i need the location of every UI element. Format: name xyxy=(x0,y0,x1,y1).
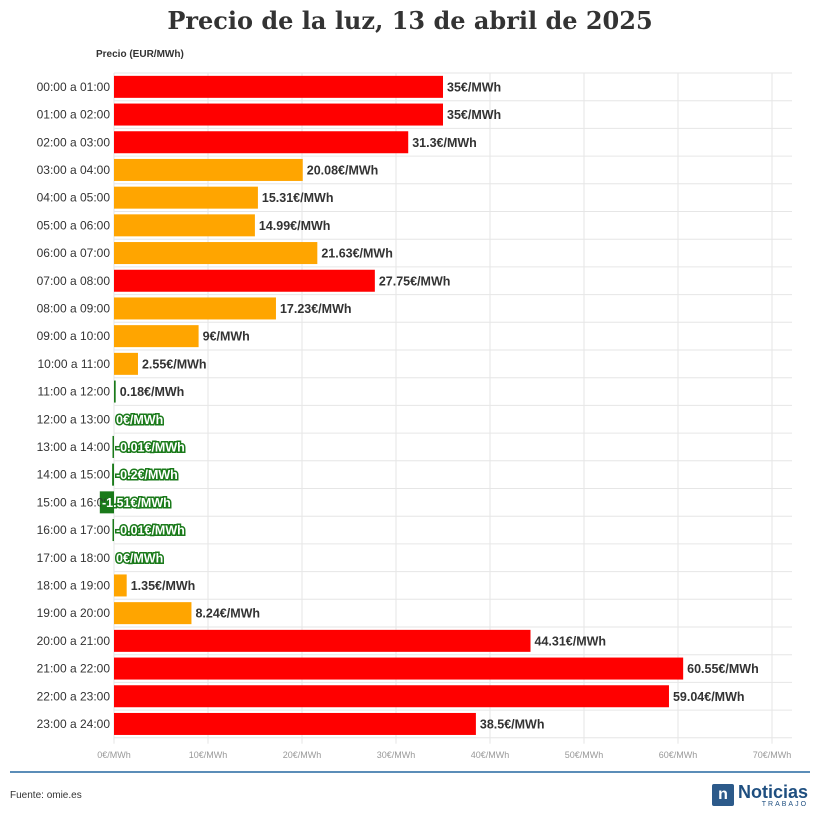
value-label: 17.23€/MWh xyxy=(280,302,352,316)
bar xyxy=(114,297,276,320)
bar xyxy=(114,103,443,126)
bar-chart: 00:00 a 01:00 01:00 a 02:00 02:00 a 03:00 0… xyxy=(37,72,792,760)
category-label: 09:00 a 10:00 xyxy=(37,329,111,343)
bar xyxy=(114,380,116,403)
x-tick-label: 30€/MWh xyxy=(377,750,416,760)
bar xyxy=(114,574,127,597)
category-label: 04:00 a 05:00 xyxy=(37,191,111,205)
category-label: 14:00 a 15:00 xyxy=(37,468,111,482)
category-label: 12:00 a 13:00 xyxy=(37,412,111,426)
bar xyxy=(114,269,375,292)
bar xyxy=(114,685,669,708)
logo-sub-text: TRABAJO xyxy=(761,800,809,808)
value-label: 20.08€/MWh xyxy=(307,163,379,177)
category-label: 23:00 a 24:00 xyxy=(37,717,111,731)
category-label: 20:00 a 21:00 xyxy=(37,634,111,648)
category-label: 08:00 a 09:00 xyxy=(37,301,111,315)
bar xyxy=(114,602,192,625)
category-label: 22:00 a 23:00 xyxy=(37,689,111,703)
bar xyxy=(114,214,255,237)
bar xyxy=(114,131,409,154)
bar xyxy=(114,712,476,735)
y-axis-title: Precio (EUR/MWh) xyxy=(96,49,184,60)
category-label: 18:00 a 19:00 xyxy=(37,578,111,592)
category-label: 13:00 a 14:00 xyxy=(37,440,111,454)
bar xyxy=(114,325,199,348)
value-label: 59.04€/MWh xyxy=(673,690,745,704)
x-tick-label: 20€/MWh xyxy=(283,750,322,760)
value-label: 2.55€/MWh xyxy=(142,357,207,371)
logo-mark-icon: n xyxy=(712,784,734,806)
bar xyxy=(114,75,443,98)
value-label: 27.75€/MWh xyxy=(379,274,451,288)
category-label: 02:00 a 03:00 xyxy=(37,135,111,149)
footer-divider xyxy=(10,771,810,773)
category-label: 17:00 a 18:00 xyxy=(37,551,111,565)
category-label: 03:00 a 04:00 xyxy=(37,163,111,177)
x-tick-label: 50€/MWh xyxy=(565,750,604,760)
category-label: 21:00 a 22:00 xyxy=(37,662,111,676)
bar xyxy=(114,657,684,680)
value-label: -1.51€/MWh xyxy=(102,496,171,510)
value-label: 0€/MWh xyxy=(116,551,163,565)
value-label: -0.01€/MWh xyxy=(116,524,185,538)
value-label: 31.3€/MWh xyxy=(412,136,477,150)
x-tick-labels: 0€/MWh 10€/MWh 20€/MWh 30€/MWh 40€/MWh 50€/MW… xyxy=(97,750,791,760)
category-label: 19:00 a 20:00 xyxy=(37,606,111,620)
value-label: 15.31€/MWh xyxy=(262,191,334,205)
value-label: -0.01€/MWh xyxy=(116,440,185,454)
source-note: Fuente: omie.es xyxy=(10,790,82,801)
value-label: 9€/MWh xyxy=(203,330,250,344)
bars xyxy=(99,75,684,735)
value-label: 14.99€/MWh xyxy=(259,219,331,233)
category-label: 16:00 a 17:00 xyxy=(37,523,111,537)
value-label: 38.5€/MWh xyxy=(480,717,545,731)
x-tick-label: 70€/MWh xyxy=(753,750,792,760)
logo-main-text: Noticias xyxy=(738,781,809,802)
category-labels: 00:00 a 01:00 01:00 a 02:00 02:00 a 03:00 0… xyxy=(37,80,111,731)
category-label: 01:00 a 02:00 xyxy=(37,108,111,122)
x-tick-label: 0€/MWh xyxy=(97,750,131,760)
bar xyxy=(112,435,114,458)
bar xyxy=(114,158,303,181)
x-tick-label: 40€/MWh xyxy=(471,750,510,760)
category-label: 00:00 a 01:00 xyxy=(37,80,111,94)
value-label: 0€/MWh xyxy=(116,413,163,427)
value-label: 35€/MWh xyxy=(447,108,501,122)
value-label: 21.63€/MWh xyxy=(321,247,393,261)
logo-text: Noticias TRABAJO xyxy=(738,783,808,808)
value-label: 35€/MWh xyxy=(447,80,501,94)
bar xyxy=(114,352,138,375)
brand-logo[interactable]: n Noticias TRABAJO xyxy=(712,782,808,808)
value-label: 0.18€/MWh xyxy=(120,385,185,399)
bar xyxy=(112,463,114,486)
category-label: 07:00 a 08:00 xyxy=(37,274,111,288)
x-tick-label: 10€/MWh xyxy=(189,750,228,760)
bar xyxy=(112,519,114,542)
value-label: -0.2€/MWh xyxy=(116,468,178,482)
category-label: 06:00 a 07:00 xyxy=(37,246,111,260)
value-label: 1.35€/MWh xyxy=(131,579,196,593)
bar xyxy=(114,242,318,265)
bar xyxy=(114,186,258,209)
category-label: 05:00 a 06:00 xyxy=(37,218,111,232)
value-label: 60.55€/MWh xyxy=(687,662,759,676)
category-label: 11:00 a 12:00 xyxy=(37,385,110,399)
bar xyxy=(114,629,531,652)
chart-title: Precio de la luz, 13 de abril de 2025 xyxy=(167,6,653,35)
category-label: 10:00 a 11:00 xyxy=(37,357,110,371)
x-tick-label: 60€/MWh xyxy=(659,750,698,760)
value-label: 8.24€/MWh xyxy=(195,607,260,621)
value-labels: 35€/MWh 35€/MWh 31.3€/MWh 20.08€/MWh 15.31€/… xyxy=(101,80,759,731)
category-label: 15:00 a 16:00 xyxy=(37,495,111,509)
grid-lines xyxy=(113,72,792,744)
value-label: 44.31€/MWh xyxy=(535,634,607,648)
bar xyxy=(99,491,114,514)
